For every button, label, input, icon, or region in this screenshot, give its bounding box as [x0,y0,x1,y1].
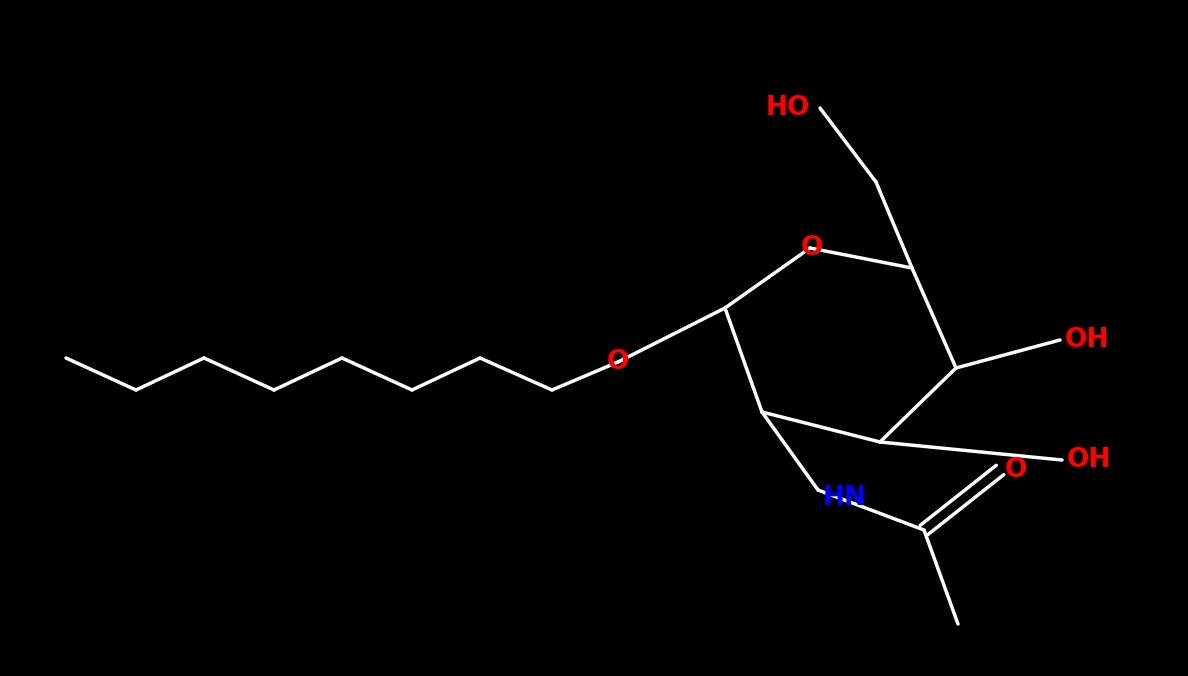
Text: HN: HN [823,485,867,511]
Text: OH: OH [1064,327,1110,353]
Text: O: O [1005,457,1028,483]
Text: O: O [607,349,630,375]
Text: HO: HO [765,95,810,121]
Text: OH: OH [1067,447,1112,473]
Text: O: O [801,235,823,261]
